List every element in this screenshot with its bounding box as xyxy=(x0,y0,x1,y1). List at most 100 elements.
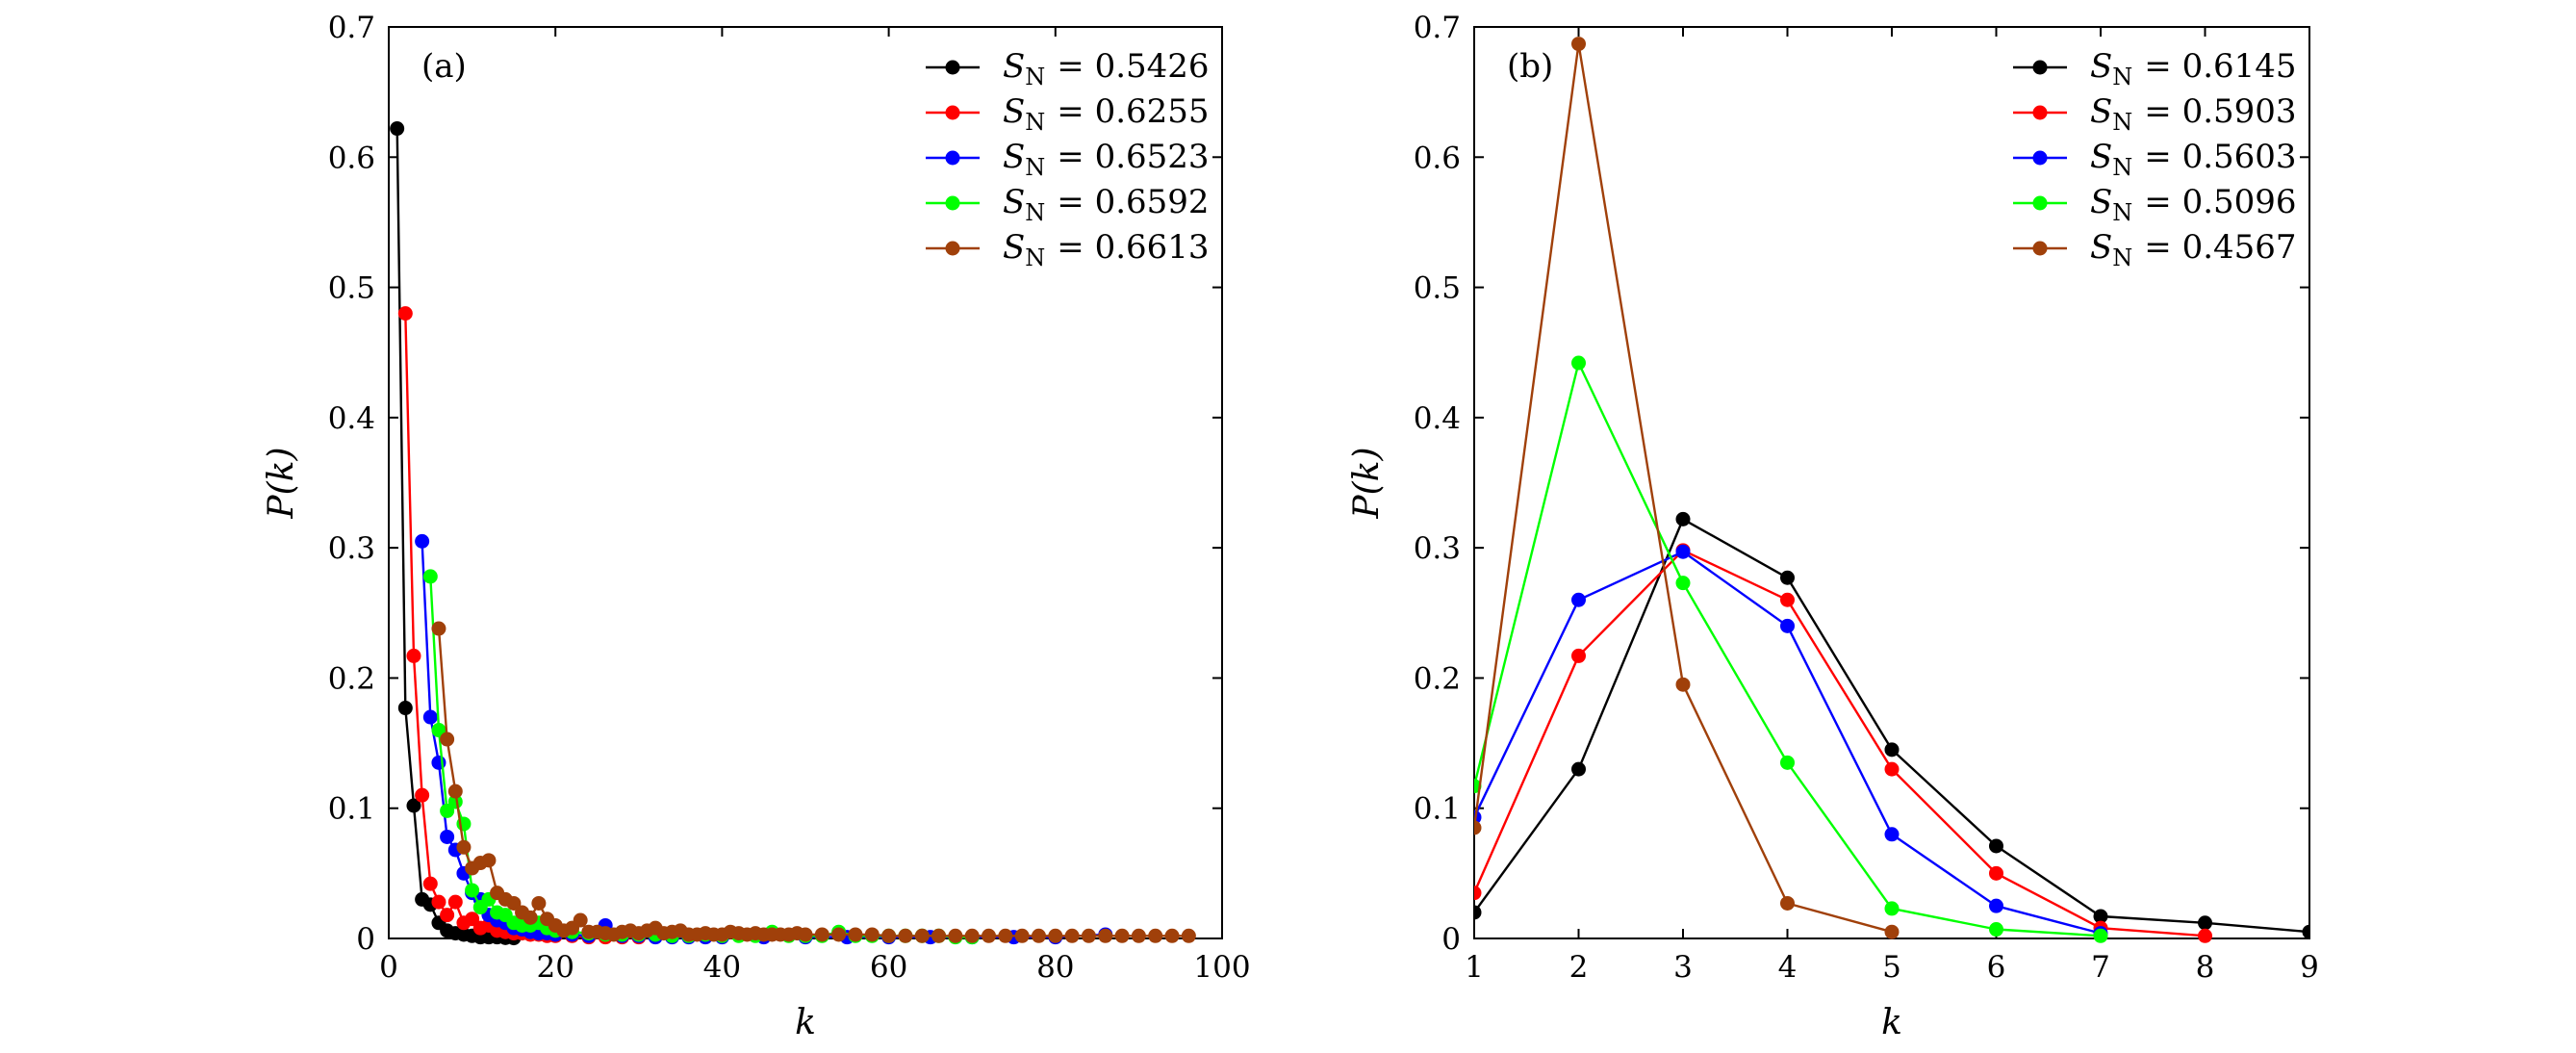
data-point xyxy=(1989,865,2003,881)
data-point xyxy=(931,928,947,943)
data-point xyxy=(2198,915,2212,931)
data-point xyxy=(397,306,413,321)
series-group xyxy=(1474,37,2309,943)
data-point xyxy=(440,732,455,747)
legend-entry: SN = 0.6145 xyxy=(2090,47,2297,90)
series-line-3 xyxy=(1474,551,2102,935)
y-tick-label: 0.1 xyxy=(328,792,375,827)
data-point xyxy=(1571,37,1586,52)
x-axis-label: k xyxy=(795,1003,816,1042)
data-point xyxy=(431,894,446,910)
x-tick-label: 7 xyxy=(2091,950,2110,985)
data-point xyxy=(1571,592,1586,607)
y-tick-label: 0.4 xyxy=(1414,401,1461,436)
x-tick-label: 0 xyxy=(379,950,398,985)
legend-subscript: N xyxy=(2112,199,2132,226)
data-point xyxy=(1989,838,2003,854)
x-tick-label: 100 xyxy=(1193,950,1250,985)
series-group xyxy=(390,121,1196,946)
y-tick-label: 0 xyxy=(1441,922,1461,957)
data-point xyxy=(406,798,421,813)
legend-entry: SN = 0.6613 xyxy=(1003,228,1210,271)
data-point xyxy=(1181,928,1196,943)
data-point xyxy=(422,709,438,725)
legend-value: = 0.5903 xyxy=(2144,92,2296,131)
legend-subscript: N xyxy=(1025,109,1045,136)
data-point xyxy=(431,723,446,738)
data-point xyxy=(798,927,813,942)
y-tick-label: 0.7 xyxy=(1414,11,1461,45)
data-point xyxy=(948,928,963,943)
data-point xyxy=(964,928,980,943)
data-point xyxy=(1064,928,1080,943)
data-point xyxy=(1014,928,1030,943)
data-point xyxy=(1780,570,1795,585)
series-line-3 xyxy=(421,541,1106,938)
data-point xyxy=(2093,928,2108,943)
data-point xyxy=(531,895,547,911)
chart-panel-b: 1 2 3 4 5 6 7 8 9 0 0.1 0.2 0.3 0.4 0.5 0.6 0.7 k P(k) (b) S… xyxy=(1347,11,2319,1042)
data-point xyxy=(397,701,413,716)
legend-entry: SN = 0.5603 xyxy=(2090,138,2297,181)
y-tick-label: 0.7 xyxy=(328,11,375,45)
data-point xyxy=(390,121,405,137)
legend-entry: SN = 0.5903 xyxy=(2090,92,2297,136)
legend-value: = 0.4567 xyxy=(2144,228,2296,267)
data-point xyxy=(456,839,472,855)
legend-subscript: N xyxy=(1025,244,1045,271)
y-tick-label: 0.2 xyxy=(328,661,375,696)
data-point xyxy=(465,883,480,898)
legend-value: = 0.5603 xyxy=(2144,138,2296,176)
data-point xyxy=(1081,928,1096,943)
data-point xyxy=(422,569,438,584)
data-point xyxy=(1884,901,1900,916)
data-point xyxy=(1675,511,1691,526)
x-tick-label: 60 xyxy=(870,950,907,985)
legend-entry: SN = 0.5426 xyxy=(1003,47,1210,90)
data-point xyxy=(422,876,438,891)
data-point xyxy=(1571,648,1586,663)
data-point xyxy=(440,908,455,923)
data-point xyxy=(1989,922,2003,937)
x-tick-label: 20 xyxy=(536,950,574,985)
y-tick-label: 0.4 xyxy=(328,401,375,436)
y-axis-label: P(k) xyxy=(1347,447,1387,519)
legend-entry: SN = 0.6255 xyxy=(1003,92,1210,136)
y-tick-label: 0.6 xyxy=(1414,141,1461,175)
y-tick-label: 0.1 xyxy=(1414,792,1461,827)
x-tick-label: 80 xyxy=(1036,950,1074,985)
data-point xyxy=(2093,909,2108,924)
x-tick-label: 6 xyxy=(1987,950,2006,985)
legend-marker xyxy=(945,105,960,120)
x-axis-label: k xyxy=(1881,1003,1902,1042)
legend-symbol: S xyxy=(1003,47,1025,86)
legend-symbol: S xyxy=(1003,138,1025,176)
legend-symbol: S xyxy=(1003,228,1025,267)
data-point xyxy=(1571,355,1586,371)
data-point xyxy=(2302,924,2309,939)
series-line-2 xyxy=(1474,549,2206,937)
data-point xyxy=(1148,928,1163,943)
legend-value: = 0.6145 xyxy=(2144,47,2296,86)
legend-marker xyxy=(2032,241,2048,256)
y-tick-label: 0.6 xyxy=(328,141,375,175)
legend-value: = 0.6592 xyxy=(1057,183,1209,221)
y-tick-label: 0 xyxy=(356,922,375,957)
legend-value: = 0.6523 xyxy=(1057,138,1209,176)
data-point xyxy=(1884,761,1900,777)
legend-value: = 0.6255 xyxy=(1057,92,1209,131)
legend-symbol: S xyxy=(2090,183,2112,221)
x-tick-label: 9 xyxy=(2300,950,2319,985)
data-point xyxy=(440,803,455,818)
x-tick-label: 5 xyxy=(1882,950,1901,985)
data-point xyxy=(1780,592,1795,607)
data-point xyxy=(1048,928,1063,943)
series-line-4 xyxy=(429,576,973,938)
legend-symbol: S xyxy=(2090,138,2112,176)
y-tick-label: 0.5 xyxy=(1414,271,1461,306)
legend-subscript: N xyxy=(1025,199,1045,226)
data-point xyxy=(506,895,522,911)
data-point xyxy=(1164,928,1180,943)
data-point xyxy=(1031,928,1046,943)
